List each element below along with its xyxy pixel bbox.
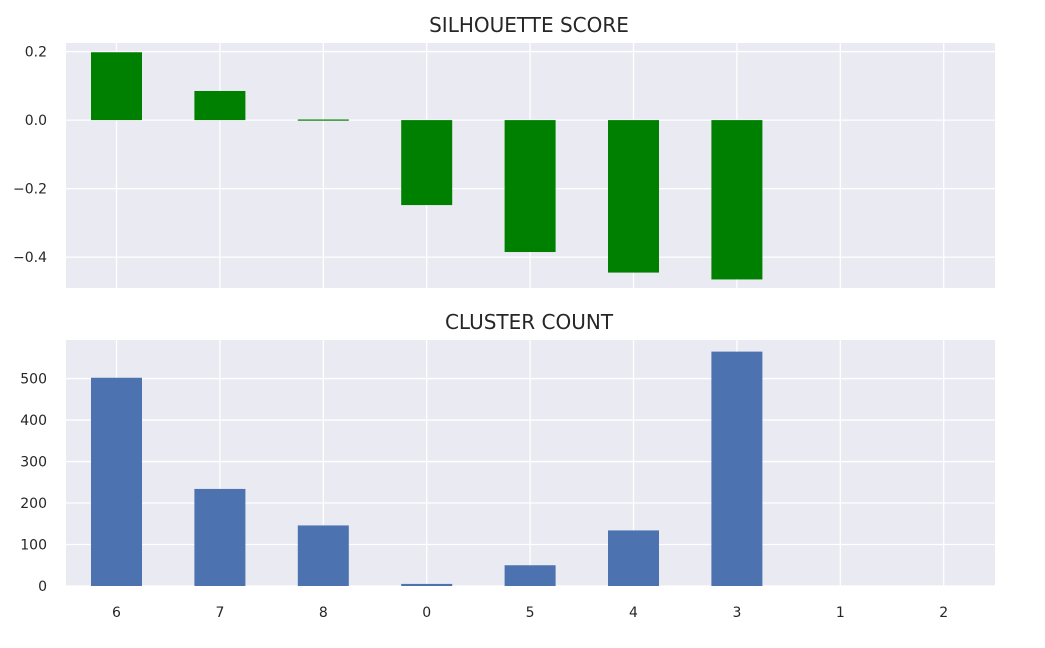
- count-y-tick-label: 300: [20, 455, 47, 471]
- cluster-count-title: CLUSTER COUNT: [445, 310, 614, 334]
- count-x-tick-label: 1: [836, 605, 845, 621]
- count-x-tick-label: 8: [319, 605, 328, 621]
- count-bar-4: [608, 530, 659, 586]
- count-x-tick-label: 5: [526, 605, 535, 621]
- count-bar-0: [401, 583, 453, 586]
- silhouette-bar-0: [401, 120, 453, 206]
- count-bar-6: [91, 377, 142, 586]
- count-bar-5: [504, 565, 556, 586]
- count-x-tick-label: 4: [629, 605, 638, 621]
- count-y-tick-label: 0: [38, 579, 47, 595]
- silhouette-y-tick-label: 0.2: [25, 45, 47, 61]
- silhouette-bar-4: [608, 120, 659, 273]
- silhouette-score-title: SILHOUETTE SCORE: [429, 13, 629, 37]
- silhouette-bar-6: [91, 52, 142, 121]
- count-y-tick-label: 500: [20, 372, 47, 388]
- count-x-tick-label: 2: [939, 605, 948, 621]
- silhouette-y-tick-label: 0.0: [25, 113, 47, 129]
- cluster-count-panel: 0 100 200 300 400 500 6 7 8 0 5 4 3 1 2 CLUSTER COUNT: [20, 310, 995, 621]
- count-bar-3: [711, 351, 763, 586]
- count-x-tick-label: 3: [732, 605, 741, 621]
- count-bar-7: [194, 488, 246, 586]
- count-x-tick-label: 6: [112, 605, 121, 621]
- silhouette-y-tick-label: −0.4: [13, 250, 47, 266]
- count-y-tick-label: 100: [20, 538, 47, 554]
- silhouette-y-tick-label: −0.2: [13, 182, 47, 198]
- count-bar-8: [297, 525, 349, 586]
- silhouette-bar-7: [194, 90, 246, 121]
- silhouette-bar-8: [297, 119, 349, 121]
- count-y-tick-label: 200: [20, 496, 47, 512]
- silhouette-bar-5: [504, 120, 556, 253]
- count-x-tick-label: 7: [215, 605, 224, 621]
- count-x-tick-label: 0: [422, 605, 431, 621]
- silhouette-score-panel: 0.2 0.0 −0.2 −0.4 SILHOUETTE SCORE: [13, 13, 995, 288]
- silhouette-bar-3: [711, 120, 763, 280]
- count-y-tick-label: 400: [20, 413, 47, 429]
